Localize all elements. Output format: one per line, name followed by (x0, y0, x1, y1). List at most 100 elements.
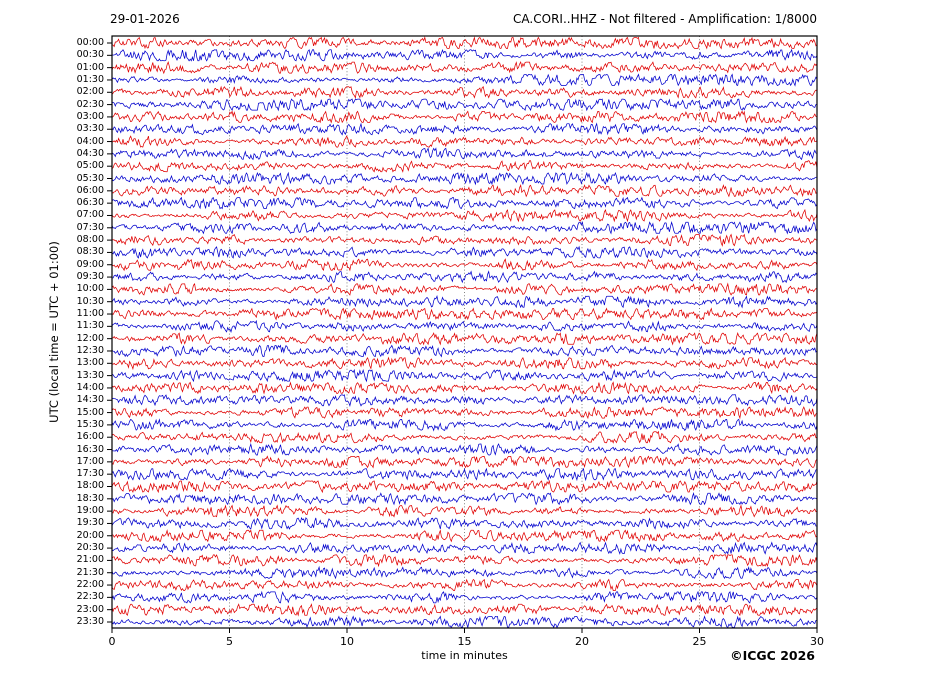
seismogram-trace (111, 122, 818, 136)
seismogram-trace (111, 258, 818, 272)
seismogram-trace (111, 135, 818, 148)
y-tick-label: 16:00 (76, 431, 104, 443)
y-tick-label: 13:30 (76, 369, 104, 381)
seismogram-trace (111, 418, 818, 432)
y-tick-label: 08:00 (76, 234, 104, 246)
y-tick-label: 22:00 (76, 579, 104, 591)
date-title: 29-01-2026 (110, 12, 180, 26)
y-tick-label: 17:00 (76, 455, 104, 467)
seismogram-trace (111, 368, 818, 383)
seismogram-trace (111, 455, 818, 469)
seismogram-trace (111, 467, 818, 482)
y-tick-label: 12:00 (76, 332, 104, 344)
y-tick-label: 15:30 (76, 418, 104, 430)
y-tick-label: 00:00 (76, 37, 104, 48)
y-tick-label: 07:00 (76, 209, 104, 221)
seismogram-trace (111, 479, 818, 494)
seismogram-trace (111, 406, 818, 420)
x-tick-label: 15 (457, 635, 472, 648)
seismogram-trace (111, 160, 818, 173)
y-tick-label: 02:30 (76, 98, 104, 110)
seismogram-trace (111, 270, 818, 284)
y-tick-label: 03:30 (76, 123, 104, 135)
seismogram-trace (111, 294, 818, 309)
y-tick-label: 18:00 (76, 480, 104, 492)
seismogram-trace (111, 60, 818, 75)
y-tick-label: 03:00 (76, 110, 104, 122)
seismogram-trace (111, 233, 818, 247)
seismogram-trace (111, 590, 818, 604)
seismogram-trace (111, 110, 818, 124)
seismogram-trace (111, 356, 818, 371)
seismogram-trace (111, 282, 818, 296)
seismogram-trace (111, 319, 818, 333)
y-tick-label: 05:00 (76, 160, 104, 172)
y-tick-label: 21:30 (76, 566, 104, 578)
y-tick-label: 23:00 (76, 603, 104, 615)
copyright-text: ©ICGC 2026 (730, 648, 815, 663)
y-tick-label: 16:30 (76, 443, 104, 455)
y-tick-label: 17:30 (76, 468, 104, 480)
seismogram-trace (111, 208, 818, 223)
y-tick-label: 07:30 (76, 221, 104, 233)
y-tick-label: 20:30 (76, 542, 104, 554)
seismogram-trace (111, 554, 818, 568)
seismogram-trace (111, 504, 818, 518)
y-tick-label: 19:00 (76, 505, 104, 517)
y-tick-label: 15:00 (76, 406, 104, 418)
y-tick-label: 20:00 (76, 529, 104, 541)
seismogram-trace (111, 184, 818, 198)
seismogram-trace (111, 221, 818, 235)
y-tick-label: 02:00 (76, 86, 104, 98)
station-title: CA.CORI..HHZ - Not filtered - Amplificat… (513, 12, 817, 26)
y-tick-label: 10:00 (76, 283, 104, 295)
x-tick-label: 0 (108, 635, 116, 648)
seismogram-trace (111, 430, 818, 444)
seismogram-trace (111, 85, 818, 100)
y-tick-label: 13:00 (76, 357, 104, 369)
y-tick-label: 14:30 (76, 394, 104, 406)
x-tick-label: 20 (575, 635, 589, 648)
y-tick-label: 05:30 (76, 172, 104, 184)
y-tick-label: 11:00 (76, 308, 104, 320)
seismogram-trace (111, 578, 818, 591)
y-tick-label: 23:30 (76, 616, 104, 627)
y-tick-label: 00:30 (76, 49, 104, 61)
x-tick-label: 30 (810, 635, 824, 648)
seismogram-trace (111, 492, 818, 506)
y-tick-label: 06:30 (76, 197, 104, 209)
x-tick-label: 25 (692, 635, 707, 648)
seismogram-trace (111, 73, 818, 87)
seismogram-trace (112, 529, 818, 543)
seismogram-trace (111, 394, 818, 408)
y-tick-label: 11:30 (76, 320, 104, 332)
x-tick-label: 10 (340, 635, 354, 648)
seismogram-trace (111, 442, 818, 456)
y-tick-label: 01:30 (76, 73, 104, 85)
seismogram-trace (111, 565, 818, 580)
y-tick-label: 21:00 (76, 554, 104, 566)
seismogram-trace (111, 332, 818, 346)
y-tick-label: 14:00 (76, 381, 104, 393)
seismogram-trace (111, 615, 818, 629)
y-tick-label: 18:30 (76, 492, 104, 504)
y-tick-label: 12:30 (76, 344, 104, 356)
seismogram-trace (111, 603, 818, 617)
y-tick-label: 22:30 (76, 591, 104, 603)
seismogram-trace (111, 307, 818, 321)
seismogram-trace (111, 98, 818, 112)
y-tick-label: 19:30 (76, 517, 104, 529)
seismogram-trace (111, 245, 818, 259)
y-tick-label: 08:30 (76, 246, 104, 258)
seismogram-trace (111, 171, 818, 186)
seismogram-trace (111, 381, 818, 395)
y-tick-label: 09:30 (76, 271, 104, 283)
x-axis-label: time in minutes (421, 649, 508, 662)
seismogram-trace (111, 541, 818, 555)
seismogram-trace (111, 516, 818, 530)
seismogram-trace (111, 147, 818, 161)
y-tick-label: 10:30 (76, 295, 104, 307)
y-tick-label: 04:00 (76, 135, 104, 147)
